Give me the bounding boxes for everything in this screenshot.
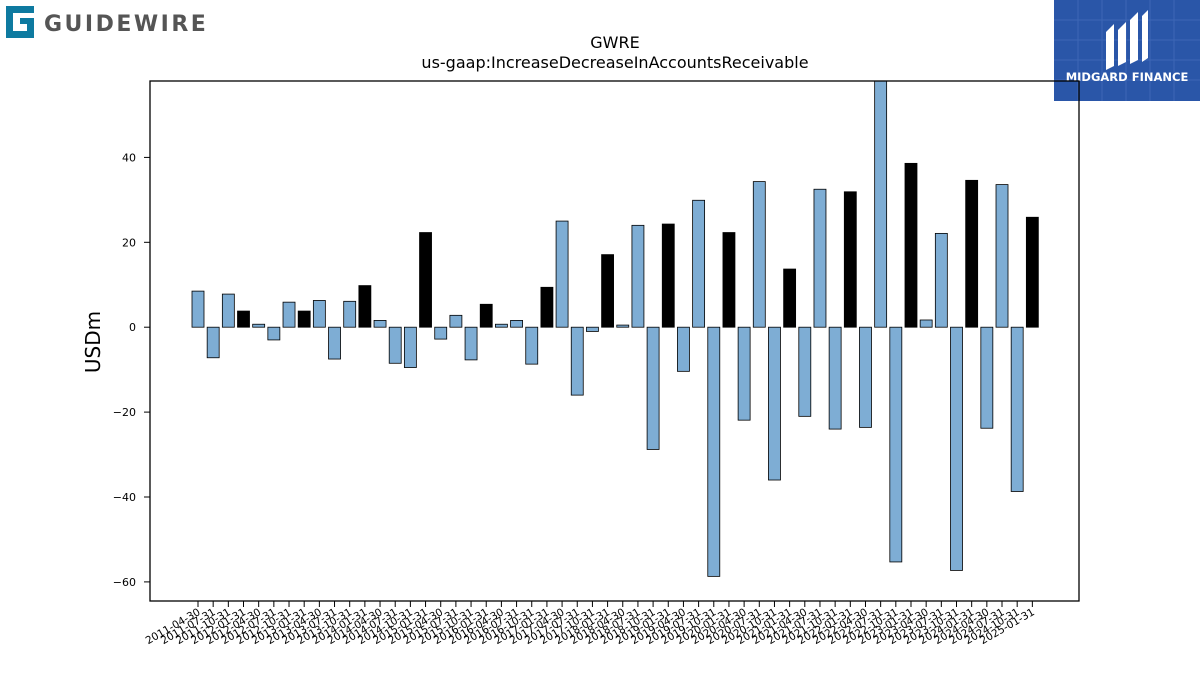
bar-2011-07-31 <box>206 326 220 359</box>
y-tick-label: −40 <box>113 491 136 504</box>
bar-2013-01-31 <box>297 310 311 328</box>
bar-2014-01-31 <box>358 285 372 328</box>
bar-2012-10-31 <box>282 301 296 328</box>
bar-2012-01-31 <box>237 310 250 328</box>
chart-title: GWRE <box>590 33 639 52</box>
bar-2020-04-30 <box>737 326 751 421</box>
y-ticks-group: 40 20 0 −20 −40 −60 <box>113 151 150 589</box>
guidewire-logo-mark <box>6 6 34 38</box>
bar-2021-01-31 <box>783 268 797 328</box>
y-tick-label: −20 <box>113 406 136 419</box>
bar-2018-04-30 <box>616 324 630 328</box>
bar-2017-10-31 <box>586 326 599 332</box>
midgard-logo-mark <box>1106 10 1148 70</box>
bar-2016-01-31 <box>479 303 493 328</box>
bar-2017-04-30 <box>555 220 569 328</box>
guidewire-logo: GUIDEWIRE <box>6 6 208 38</box>
bar-2016-07-31 <box>510 320 523 328</box>
bar-2013-07-31 <box>328 326 341 360</box>
bar-2020-10-31 <box>768 326 781 481</box>
bar-2016-04-30 <box>494 323 508 328</box>
bar-2024-04-30 <box>980 326 994 429</box>
plot-frame <box>149 80 1080 602</box>
bar-2015-01-31 <box>419 232 432 328</box>
bar-2018-07-31 <box>631 224 645 328</box>
chart-subtitle: us-gaap:IncreaseDecreaseInAccountsReceiv… <box>421 53 808 72</box>
bar-2014-07-31 <box>388 326 402 364</box>
y-tick-label: 40 <box>122 151 136 164</box>
x-ticks-group: 2011-04-302011-07-312011-10-312012-01-31… <box>144 601 1037 647</box>
midgard-logo-text: MIDGARD FINANCE <box>1066 70 1189 84</box>
bar-2022-10-31 <box>889 326 903 563</box>
bar-2023-01-31 <box>904 162 918 328</box>
bar-2013-10-31 <box>343 300 357 328</box>
y-tick-label: 20 <box>122 236 136 249</box>
y-tick-label: −60 <box>113 576 136 589</box>
bar-2014-04-30 <box>373 320 387 328</box>
bar-2020-07-31 <box>752 181 766 328</box>
bar-2019-01-31 <box>661 223 675 328</box>
bar-2022-07-31 <box>874 80 888 328</box>
bar-2021-04-30 <box>798 326 812 417</box>
bar-2023-10-31 <box>950 326 963 571</box>
bar-2014-10-31 <box>403 326 417 368</box>
bar-2011-04-30 <box>191 290 205 328</box>
guidewire-logo-text: GUIDEWIRE <box>44 12 208 37</box>
bar-2022-04-30 <box>859 326 872 428</box>
bar-2016-10-31 <box>525 326 539 365</box>
bar-2013-04-30 <box>312 300 326 328</box>
bar-2019-07-31 <box>692 199 706 328</box>
bar-2024-07-31 <box>995 184 1009 328</box>
bar-2023-04-30 <box>919 319 933 328</box>
bar-2021-07-31 <box>813 188 827 328</box>
bar-2012-04-30 <box>252 323 266 328</box>
bars-group <box>191 80 1039 577</box>
bar-2018-01-31 <box>601 254 614 328</box>
bar-2024-01-31 <box>965 179 979 328</box>
bar-2017-07-31 <box>570 326 584 396</box>
bar-2018-10-31 <box>646 326 660 450</box>
bar-2011-10-31 <box>221 293 235 328</box>
bar-2019-10-31 <box>707 326 721 577</box>
bar-2025-01-31 <box>1025 216 1039 328</box>
bar-2020-01-31 <box>722 232 736 328</box>
bar-2017-01-31 <box>540 286 554 328</box>
bar-2019-04-30 <box>677 326 690 372</box>
bar-2015-04-30 <box>434 326 448 340</box>
bar-2015-07-31 <box>449 314 463 328</box>
bar-2021-10-31 <box>828 326 842 430</box>
y-tick-label: 0 <box>129 321 136 334</box>
y-axis-label: USDm <box>81 311 105 373</box>
bar-2022-01-31 <box>843 191 857 328</box>
bar-2015-10-31 <box>464 326 478 361</box>
bar-2023-07-31 <box>934 232 948 328</box>
bar-2012-07-31 <box>267 326 281 341</box>
bar-2024-10-31 <box>1010 326 1024 492</box>
midgard-finance-logo: MIDGARD FINANCE <box>1054 0 1200 101</box>
